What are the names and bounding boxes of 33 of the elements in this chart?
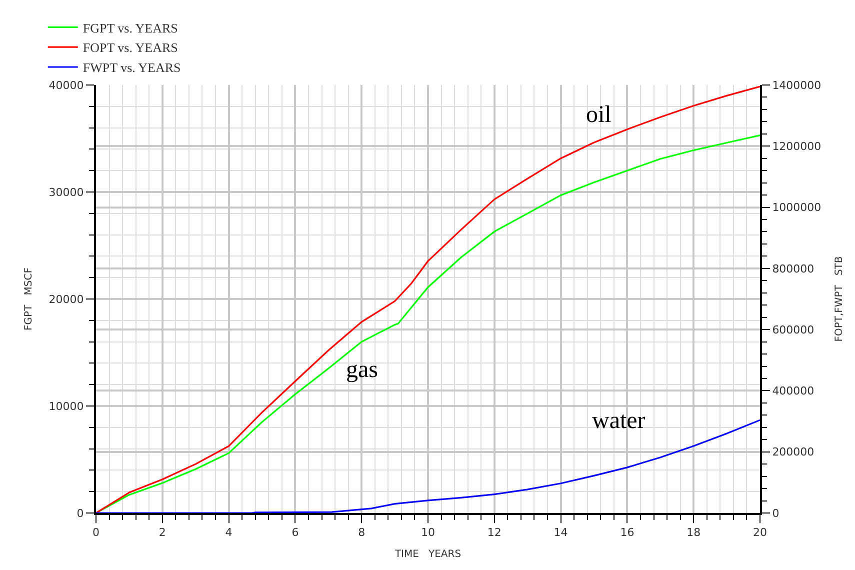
y-tick-label: 20000 xyxy=(48,292,84,306)
annotation: gas xyxy=(346,357,378,383)
x-tick-label: 8 xyxy=(358,526,366,540)
y2-tick-label: 1000000 xyxy=(772,201,822,214)
legend-label: FOPT vs. YEARS xyxy=(82,40,178,56)
y2-tick-label: 0 xyxy=(772,506,780,520)
x-tick-label: 16 xyxy=(620,526,634,540)
x-tick-label: 0 xyxy=(92,526,100,540)
x-tick-label: 4 xyxy=(225,526,232,540)
x-tick-label: 18 xyxy=(686,526,701,540)
x-tick-label: 14 xyxy=(554,526,568,540)
y2-axis-title: FOPT,FWPT STB xyxy=(834,256,846,342)
x-tick-label: 20 xyxy=(753,526,767,540)
y-tick-label: 0 xyxy=(76,506,84,520)
y2-tick-label: 1200000 xyxy=(772,140,822,153)
x-axis-title: TIME YEARS xyxy=(394,549,462,560)
y2-tick-label: 400000 xyxy=(772,384,814,398)
y2-tick-label: 600000 xyxy=(772,323,814,336)
x-tick-label: 6 xyxy=(292,526,299,540)
y2-tick-label: 200000 xyxy=(772,446,814,459)
y-axis-title: FGPT MSCF xyxy=(23,267,34,330)
legend-label: FGPT vs. YEARS xyxy=(82,20,178,36)
y-tick-label: 30000 xyxy=(48,186,84,199)
annotation: water xyxy=(592,408,646,434)
y-tick-label: 10000 xyxy=(48,400,84,413)
y2-tick-label: 800000 xyxy=(772,262,814,276)
x-tick-label: 10 xyxy=(421,526,435,540)
y2-tick-label: 1400000 xyxy=(772,78,822,92)
legend-label: FWPT vs. YEARS xyxy=(82,60,181,76)
x-tick-label: 12 xyxy=(487,526,502,540)
y-tick-label: 40000 xyxy=(48,78,84,92)
annotation: oil xyxy=(586,102,612,128)
x-tick-label: 2 xyxy=(158,526,166,540)
